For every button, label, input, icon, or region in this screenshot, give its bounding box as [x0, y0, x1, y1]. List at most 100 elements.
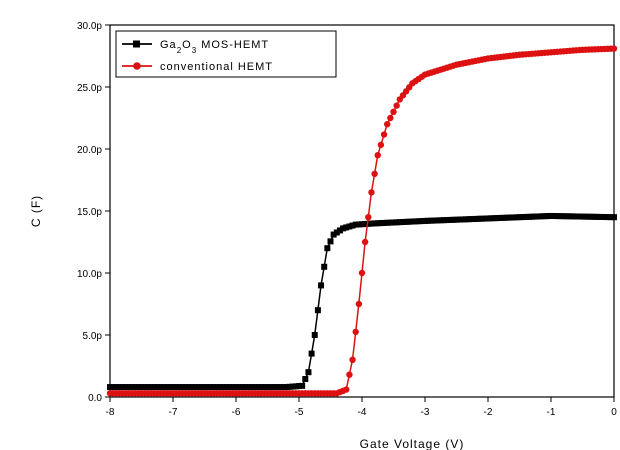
- data-point: [529, 213, 536, 220]
- data-point: [362, 221, 369, 228]
- data-point: [251, 384, 258, 391]
- x-tick-label: 0: [611, 407, 617, 418]
- data-point: [403, 218, 410, 225]
- data-point: [444, 217, 451, 224]
- data-point: [122, 384, 129, 391]
- y-tick-label: 0.0: [88, 393, 102, 404]
- data-point: [340, 225, 347, 232]
- data-point: [387, 219, 394, 226]
- data-point: [352, 221, 359, 228]
- data-point: [494, 215, 501, 222]
- data-point: [141, 384, 148, 391]
- legend-text-part: MOS-HEMT: [197, 39, 269, 51]
- plot-frame: [109, 24, 615, 398]
- data-point: [595, 213, 602, 220]
- data-point: [113, 384, 120, 391]
- data-point: [352, 328, 359, 336]
- data-point: [270, 384, 277, 391]
- data-point: [119, 384, 126, 391]
- data-point: [163, 384, 170, 391]
- data-point: [214, 384, 221, 391]
- chart-frame: [109, 24, 615, 398]
- data-point: [217, 384, 224, 391]
- data-point: [258, 384, 265, 391]
- data-point: [475, 215, 482, 222]
- x-tick-label: -3: [421, 407, 430, 418]
- data-point: [390, 219, 397, 226]
- data-point: [324, 245, 331, 252]
- data-point: [220, 384, 227, 391]
- data-point: [336, 227, 343, 234]
- y-tick-label: 10.0p: [77, 269, 102, 280]
- y-tick-label: 30.0p: [77, 21, 102, 32]
- legend-label: conventional HEMT: [160, 61, 273, 73]
- data-point: [450, 216, 457, 223]
- data-point: [144, 384, 151, 391]
- data-point: [248, 384, 255, 391]
- data-point: [399, 219, 406, 226]
- x-tick-label: -1: [547, 407, 556, 418]
- legend-subscript: 3: [192, 46, 197, 55]
- data-point: [314, 307, 321, 314]
- data-point: [116, 384, 123, 391]
- data-point: [166, 384, 173, 391]
- data-point: [503, 214, 510, 221]
- data-point: [242, 384, 249, 391]
- legend-text-part: Ga: [160, 39, 177, 51]
- data-point: [333, 229, 340, 236]
- data-point: [396, 219, 403, 226]
- data-point: [472, 215, 479, 222]
- data-point: [349, 222, 356, 229]
- legend-subscript: 2: [177, 46, 182, 55]
- data-point: [447, 216, 454, 223]
- data-point: [500, 214, 507, 221]
- data-point: [456, 216, 463, 223]
- data-point: [132, 384, 139, 391]
- data-point: [478, 215, 485, 222]
- data-point: [481, 215, 488, 222]
- data-point: [277, 384, 284, 391]
- data-point: [415, 218, 422, 225]
- data-point: [160, 384, 167, 391]
- data-point: [192, 384, 199, 391]
- data-point: [318, 282, 325, 289]
- data-point: [170, 384, 176, 391]
- data-point: [582, 213, 589, 220]
- x-axis-label: Gate Voltage (V): [360, 437, 465, 450]
- data-point: [453, 216, 460, 223]
- data-point: [296, 383, 302, 390]
- legend-box: [115, 30, 337, 78]
- data-point: [207, 384, 214, 391]
- data-point: [434, 217, 441, 224]
- data-point: [359, 221, 365, 228]
- data-point: [541, 213, 548, 220]
- data-point: [374, 220, 381, 227]
- data-point: [138, 384, 145, 391]
- data-point: [343, 224, 350, 231]
- data-point: [604, 214, 611, 221]
- data-point: [566, 213, 573, 220]
- data-point: [525, 213, 532, 220]
- series-line: [110, 47, 615, 395]
- data-point: [519, 214, 526, 221]
- data-point: [459, 216, 466, 223]
- data-point: [507, 214, 514, 221]
- data-point: [188, 384, 195, 391]
- data-point: [255, 384, 262, 391]
- data-point: [557, 213, 564, 220]
- data-point: [488, 215, 495, 222]
- data-point: [157, 384, 164, 391]
- data-point: [195, 384, 202, 391]
- data-point: [611, 214, 617, 221]
- data-point: [513, 214, 520, 221]
- data-point: [283, 384, 290, 391]
- data-point: [469, 216, 476, 223]
- data-point: [346, 371, 353, 378]
- data-point: [510, 214, 517, 221]
- data-point: [229, 384, 236, 391]
- data-point: [377, 141, 385, 149]
- x-tick-label: -2: [484, 407, 493, 418]
- x-tick-label: -4: [358, 407, 367, 418]
- data-point: [466, 216, 473, 223]
- x-tick-label: -6: [232, 407, 241, 418]
